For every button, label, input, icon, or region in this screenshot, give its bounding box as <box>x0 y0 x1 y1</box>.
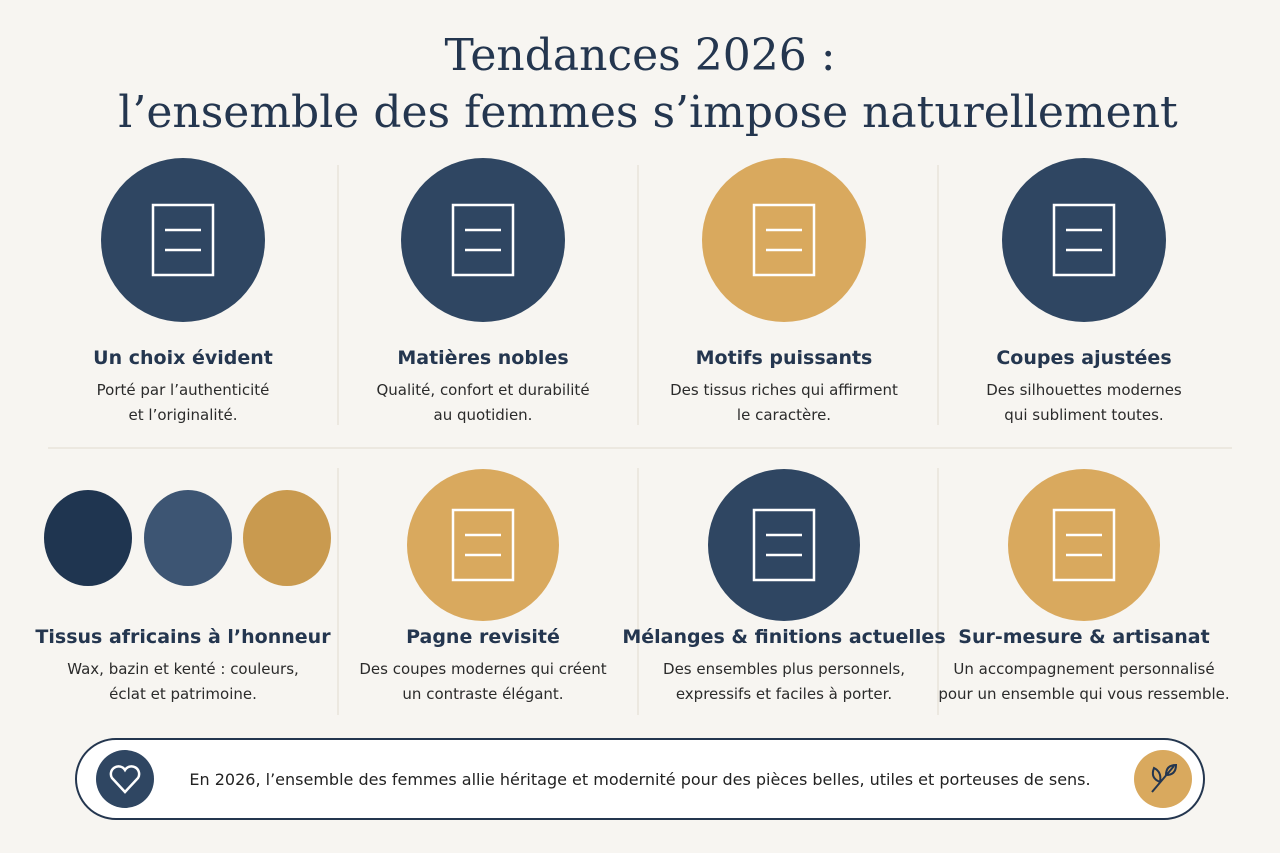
card-text: Qualité, confort et durabilité <box>376 381 589 399</box>
leaf <box>1151 763 1178 793</box>
heart <box>109 765 141 794</box>
card-title: Mélanges & finitions actuelles <box>622 626 945 648</box>
icon <box>752 203 816 277</box>
icon <box>752 508 816 582</box>
card-text: le caractère. <box>737 406 831 424</box>
card-title: Matières nobles <box>397 347 568 369</box>
icon <box>1052 203 1116 277</box>
footer-box <box>75 738 1205 820</box>
card-title: Tissus africains à l’honneur <box>35 626 331 648</box>
card-text: Des tissus riches qui affirment <box>670 381 898 399</box>
card-text: et l’originalité. <box>129 406 238 424</box>
icon-circle <box>407 469 559 621</box>
card-title: Pagne revisité <box>406 626 560 648</box>
card-text: Porté par l’authenticité <box>97 381 270 399</box>
card-text: expressifs et faciles à porter. <box>676 685 892 703</box>
card-text: un contraste élégant. <box>402 685 563 703</box>
title-line: l’ensemble des femmes s’impose naturelle… <box>118 87 1178 138</box>
card-text: Des ensembles plus personnels, <box>663 660 905 678</box>
card-text: Des coupes modernes qui créent <box>359 660 606 678</box>
icon-circle <box>702 158 866 322</box>
dividers <box>48 165 1232 715</box>
fabric-swatch <box>44 490 132 586</box>
icon-circle <box>708 469 860 621</box>
icon-circle <box>1008 469 1160 621</box>
icon <box>1052 508 1116 582</box>
card-text: au quotidien. <box>434 406 533 424</box>
cards: Un choix évident Porté par l’authenticité… <box>35 158 1230 703</box>
card-text: Un accompagnement personnalisé <box>953 660 1214 678</box>
icon <box>151 203 215 277</box>
icon <box>451 203 515 277</box>
heart-icon <box>96 750 154 808</box>
fabric-swatch <box>144 490 232 586</box>
card-title: Coupes ajustées <box>996 347 1171 369</box>
card-title: Un choix évident <box>93 347 273 369</box>
card-text: pour un ensemble qui vous ressemble. <box>938 685 1229 703</box>
icon-circle <box>1002 158 1166 322</box>
card-text: éclat et patrimoine. <box>109 685 257 703</box>
footer-text: En 2026, l’ensemble des femmes allie hér… <box>189 770 1090 789</box>
card-title: Sur-mesure & artisanat <box>958 626 1209 648</box>
icon-circle <box>101 158 265 322</box>
card-text: Des silhouettes modernes <box>986 381 1182 399</box>
fabric-swatch <box>243 490 331 586</box>
card-title: Motifs puissants <box>696 347 873 369</box>
title-line: Tendances 2026 : <box>444 30 835 81</box>
card-text: qui subliment toutes. <box>1004 406 1163 424</box>
icon-circle <box>401 158 565 322</box>
icon <box>451 508 515 582</box>
card-text: Wax, bazin et kenté : couleurs, <box>67 660 299 678</box>
